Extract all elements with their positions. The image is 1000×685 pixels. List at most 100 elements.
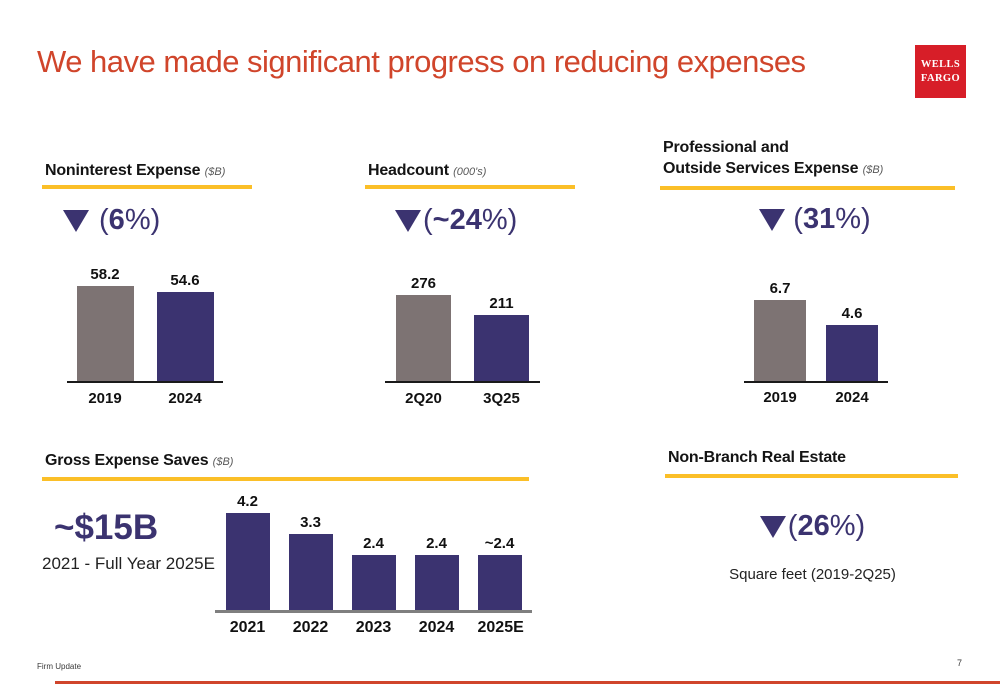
bar-chart: 58.2 54.6 — [67, 253, 223, 383]
bar-value-label: 2.4 — [426, 535, 447, 552]
stat-open-paren: ( — [423, 204, 433, 236]
bar-value-label: ~2.4 — [484, 535, 515, 552]
axis-category-label: 3Q25 — [483, 390, 520, 407]
stat-close-paren: %) — [835, 203, 871, 235]
total-saves-annotation: ~$15B — [54, 508, 159, 547]
total-saves-period: 2021 - Full Year 2025E — [42, 554, 215, 573]
change-stat: (~24%) — [395, 204, 517, 237]
chart-bar — [477, 555, 522, 610]
change-stat: (31%) — [670, 203, 960, 236]
page-number: 7 — [957, 658, 963, 668]
unit-label: ($B) — [212, 456, 234, 468]
bar-group: 276 — [396, 275, 451, 381]
axis-category-label: 2024 — [168, 390, 202, 407]
bar-value-label: 276 — [410, 275, 437, 292]
panel-title-text: Noninterest Expense — [45, 162, 201, 179]
panel-noninterest-expense: Noninterest Expense ($B) (6%) 58.2 54.6 … — [42, 160, 257, 422]
bar-value-label: 54.6 — [170, 272, 200, 289]
panel-headcount: Headcount (000's) (~24%) 276 211 2Q20 3Q… — [365, 160, 580, 422]
unit-label: (000's) — [453, 166, 487, 178]
category-axis: 2021 2022 2023 2024 2025E — [215, 619, 532, 637]
panel-professional-outside-services: Professional and Outside Services Expens… — [660, 137, 960, 422]
axis-category-label: 2019 — [763, 389, 797, 406]
stat-number: ~24 — [432, 204, 482, 236]
footer-rule — [55, 681, 1000, 684]
category-axis: 2019 2024 — [67, 390, 223, 407]
bar-value-label: 6.7 — [769, 280, 791, 297]
bar-value-label: 2.4 — [363, 535, 384, 552]
bar-chart: 276 211 — [385, 253, 540, 383]
axis-category-label: 2Q20 — [405, 390, 442, 407]
bar-value-label: 4.6 — [841, 305, 863, 322]
bar-chart: 6.7 4.6 — [744, 253, 888, 383]
logo-text-line1: WELLS — [920, 59, 961, 71]
axis-category-label: 2024 — [418, 619, 455, 636]
chart-bar — [754, 300, 806, 381]
stat-note: Square feet (2019-2Q25) — [729, 566, 896, 583]
stat-close-paren: %) — [481, 204, 518, 236]
chart-bar — [474, 315, 529, 381]
chart-bar — [156, 292, 214, 381]
chart-bar — [288, 534, 333, 610]
panel-title-text: Non-Branch Real Estate — [668, 449, 846, 466]
category-axis: 2019 2024 — [744, 389, 888, 406]
bar-value-label: 3.3 — [300, 514, 321, 531]
chart-bar — [351, 555, 396, 610]
down-triangle-icon — [63, 209, 89, 232]
panel-title: Noninterest Expense ($B) — [45, 162, 225, 180]
panel-title: Professional and Outside Services Expens… — [663, 137, 883, 181]
panel-title: Non-Branch Real Estate — [668, 449, 846, 467]
axis-category-label: 2023 — [355, 619, 392, 636]
change-stat: (6%) — [63, 204, 160, 237]
bar-group: ~2.4 — [477, 535, 522, 610]
panel-title-line1: Professional and — [663, 139, 789, 156]
bar-value-label: 211 — [489, 295, 514, 312]
axis-category-label: 2021 — [229, 619, 266, 636]
gold-underline — [660, 186, 955, 190]
gold-underline — [42, 185, 252, 189]
axis-category-label: 2024 — [835, 389, 869, 406]
panel-title-text: Gross Expense Saves — [45, 452, 209, 469]
axis-category-label: 2022 — [292, 619, 329, 636]
stat-close-paren: %) — [829, 510, 866, 542]
gold-underline — [42, 477, 529, 481]
bar-group: 54.6 — [156, 272, 214, 381]
category-axis: 2Q20 3Q25 — [385, 390, 540, 407]
bar-chart: 4.2 3.3 2.4 2.4 ~2.4 — [215, 483, 532, 613]
chart-bar — [414, 555, 459, 610]
chart-bar — [225, 513, 270, 610]
bar-group: 211 — [474, 295, 529, 381]
bar-value-label: 58.2 — [90, 266, 120, 283]
down-triangle-icon — [759, 208, 786, 231]
stat-number: 26 — [797, 510, 830, 542]
panel-title: Headcount (000's) — [368, 162, 486, 180]
bar-group: 4.2 — [225, 493, 270, 610]
unit-label: ($B) — [862, 164, 884, 176]
gold-underline — [665, 474, 958, 478]
bar-group: 4.6 — [826, 305, 878, 381]
bar-group: 58.2 — [76, 266, 134, 381]
chart-bar — [826, 325, 878, 381]
bar-value-label: 4.2 — [237, 493, 258, 510]
down-triangle-icon — [395, 209, 421, 232]
panel-title-line2: Outside Services Expense — [663, 160, 859, 177]
logo-text-line2: FARGO — [920, 72, 961, 84]
panel-non-branch-real-estate: Non-Branch Real Estate (26%) Square feet… — [665, 447, 960, 607]
bar-group: 6.7 — [754, 280, 806, 381]
change-stat: (26%) — [665, 510, 960, 543]
gold-underline — [365, 185, 575, 189]
panel-title-text: Headcount — [368, 162, 449, 179]
unit-label: ($B) — [204, 166, 226, 178]
bar-group: 2.4 — [414, 535, 459, 610]
footer-label: Firm Update — [37, 662, 82, 671]
panel-gross-expense-saves: Gross Expense Saves ($B) ~$15B 2021 - Fu… — [42, 450, 582, 660]
stat-open-paren: ( — [793, 203, 803, 235]
stat-open-paren: ( — [99, 204, 109, 236]
chart-bar — [396, 295, 451, 381]
bar-group: 3.3 — [288, 514, 333, 610]
slide-title: We have made significant progress on red… — [37, 44, 806, 79]
wells-fargo-logo: WELLS FARGO — [915, 45, 966, 98]
stat-close-paren: %) — [124, 204, 161, 236]
stat-open-paren: ( — [787, 510, 798, 542]
down-triangle-icon — [759, 515, 786, 538]
